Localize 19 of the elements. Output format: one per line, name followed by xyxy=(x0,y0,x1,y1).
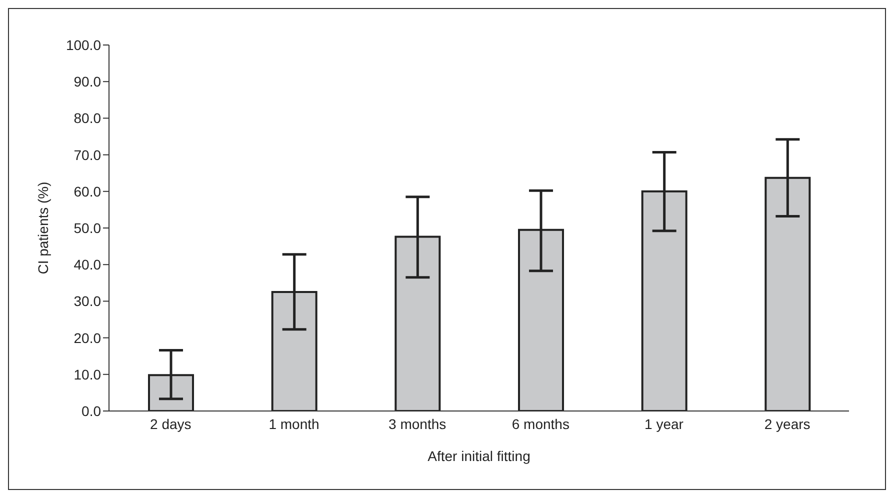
y-tick-label: 30.0 xyxy=(74,293,102,310)
x-tick-label: 2 years xyxy=(764,416,810,432)
y-axis-title: CI patients (%) xyxy=(34,182,51,274)
y-tick-label: 70.0 xyxy=(74,146,102,163)
y-tick-label: 20.0 xyxy=(74,330,102,346)
x-axis-title: After initial fitting xyxy=(428,448,530,464)
y-tick-label: 40.0 xyxy=(74,256,102,273)
y-tick-label: 100.0 xyxy=(66,36,102,53)
y-tick-label: 60.0 xyxy=(74,183,102,200)
y-tick-label: 90.0 xyxy=(74,74,102,90)
x-tick-label: 2 days xyxy=(150,416,192,432)
x-tick-label: 3 months xyxy=(388,416,446,432)
y-tick-label: 0.0 xyxy=(82,402,102,419)
x-tick-label: 1 year xyxy=(644,416,684,432)
y-tick-label: 80.0 xyxy=(74,110,102,126)
x-tick-label: 1 month xyxy=(268,416,320,432)
x-tick-label: 6 months xyxy=(512,416,570,432)
y-tick-label: 10.0 xyxy=(74,366,102,382)
y-tick-label: 50.0 xyxy=(74,220,102,236)
